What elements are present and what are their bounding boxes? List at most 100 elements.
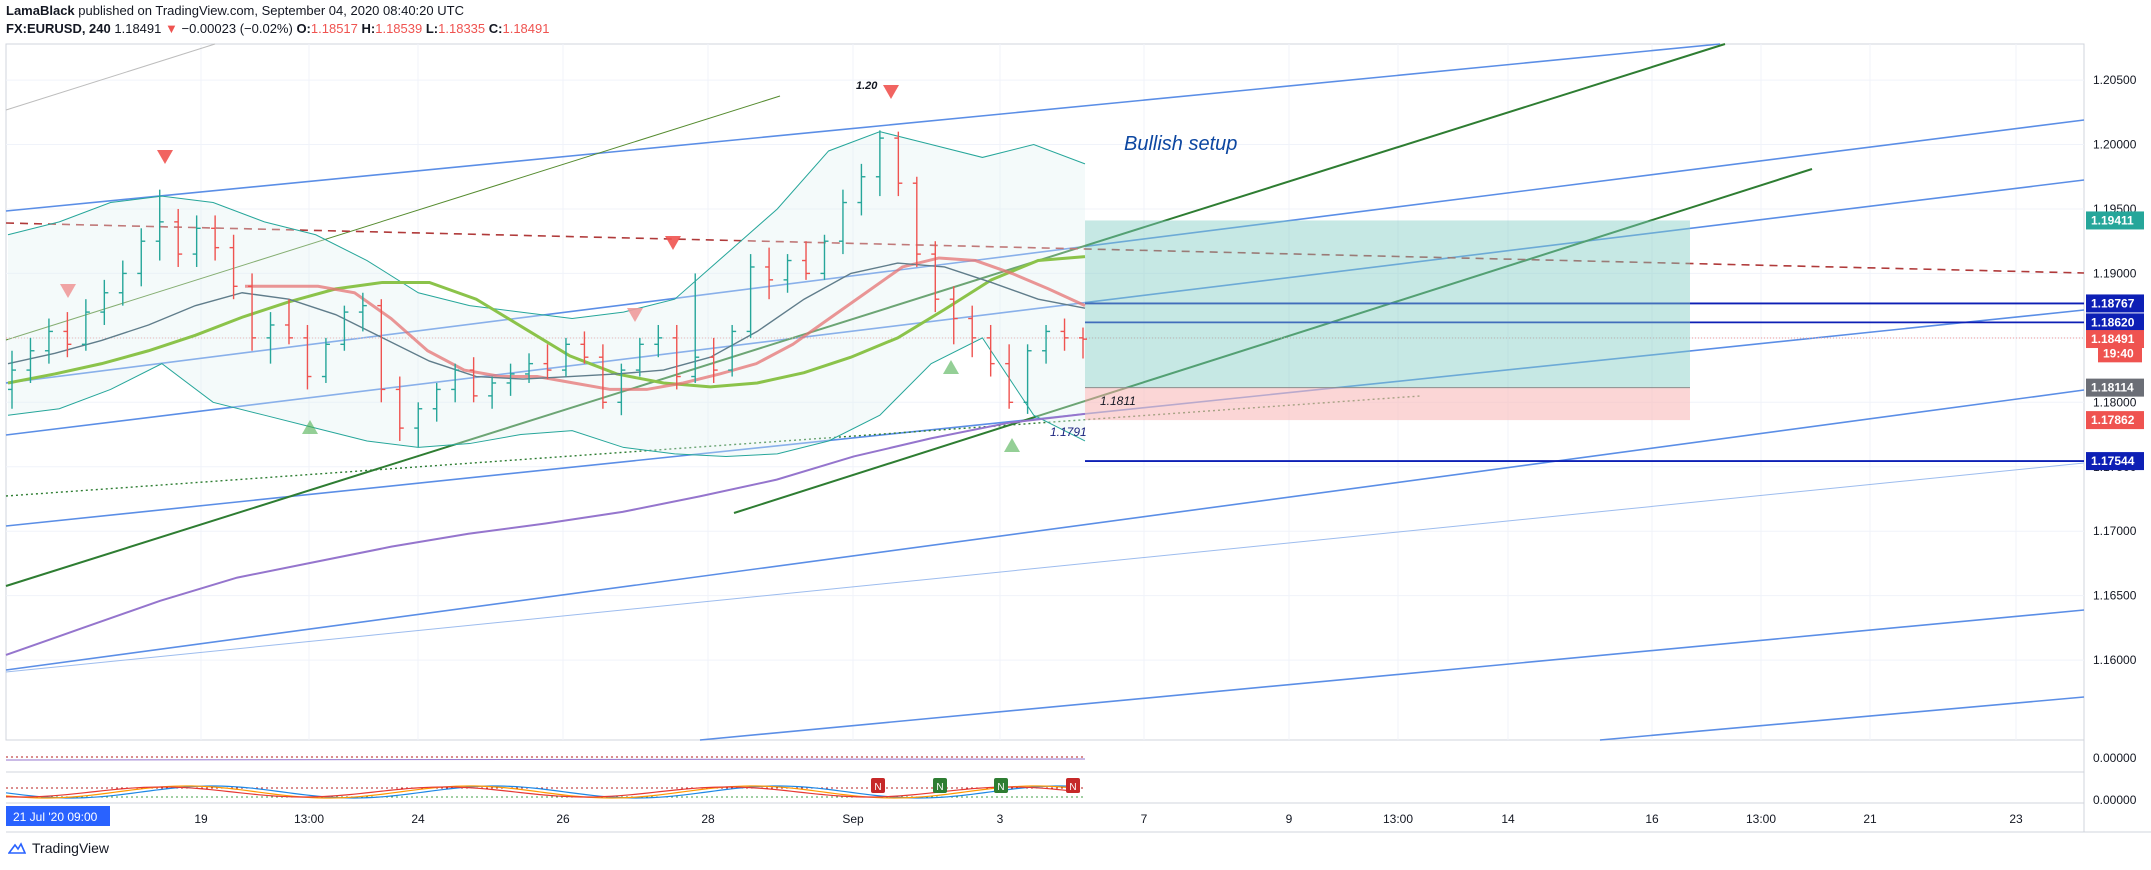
signal-badge-letter: N [874,782,881,793]
price-level-tag-label: 1.17862 [2091,413,2135,427]
price-tick-label: 1.20500 [2093,73,2137,87]
sell-arrow-icon [157,150,173,164]
trend-line-thin [5,95,781,341]
moving-average-gray [7,262,1086,380]
price-tick-label: 1.17000 [2093,524,2137,538]
channel-line [5,119,2085,384]
close-value: 1.18491 [502,21,550,36]
symbol-line: FX:EURUSD, 240 1.18491 ▼ −0.00023 (−0.02… [6,20,549,38]
channel-line [5,43,1721,212]
peak-label: 1.20 [856,80,878,92]
sell-arrow-icon [60,284,76,298]
time-tick-label: 14 [1501,812,1515,826]
publish-line: LamaBlack published on TradingView.com, … [6,2,464,20]
chart-annotations: Bullish setup 1.20 1.1811 1.1791 [856,80,1237,439]
signal-badge-letter: N [936,782,943,793]
open-label: O: [296,21,311,36]
sell-arrow-icon [627,308,643,322]
low-value: 1.18335 [438,21,486,36]
oscillator-tick-label: 0.00000 [2093,793,2137,807]
signal-badge [994,778,1008,793]
time-tick-label: 19 [194,812,208,826]
footer-brand[interactable]: TradingView [8,840,109,856]
time-tick-label: 13:00 [1383,812,1413,826]
price-tick-label: 1.19000 [2093,266,2137,280]
signal-badge [871,778,885,793]
published-text: published on TradingView.com, September … [78,3,464,18]
bullish-setup-text: Bullish setup [1124,133,1237,155]
price-level-tag-label: 1.18491 [2091,332,2135,346]
price-level-tag [2086,411,2144,430]
channel-line [699,609,2085,741]
tradingview-logo-icon [8,842,26,854]
time-tick-label: 23 [2009,812,2023,826]
moving-average-purple [5,412,1086,656]
moving-average-green [7,255,1086,389]
author-name[interactable]: LamaBlack [6,3,75,18]
oscillator-line-2 [5,758,1086,761]
time-axis[interactable]: 19 13:00 24 26 28 Sep 3 7 9 13:00 14 16 13:00 21 23 21 … [6,806,2023,826]
signal-badge-letter: N [997,782,1004,793]
gridlines [6,44,2084,740]
bollinger-upper-line [7,131,1086,320]
high-label: H: [361,21,376,36]
price-axis[interactable]: 1.205001.200001.195001.190001.185001.180… [2086,73,2144,807]
price-change: −0.00023 (−0.02%) [181,21,293,36]
target-zone [1085,220,1690,388]
bollinger-lower-line [7,337,1086,457]
moving-average-red [245,256,1086,391]
price-level-tag-label: 1.18620 [2091,315,2135,329]
brand-label: TradingView [32,840,110,856]
price-level-tag [2086,294,2144,313]
oscillator-wave-red [5,786,1081,798]
low-label: L: [425,21,439,36]
time-tick-label: 28 [701,812,715,826]
oscillator-tick-label: 0.00000 [2093,751,2137,765]
sell-arrow-icon [883,85,899,99]
price-level-tag [2086,330,2144,349]
time-tick-label: 9 [1286,812,1293,826]
channel-line-light [5,462,2085,673]
indicator-overlays [5,131,1086,656]
entry-price-label: 1.1811 [1100,394,1136,408]
sell-arrow-icon [665,236,681,250]
symbol-label[interactable]: FX:EURUSD, 240 [6,21,111,36]
channel-line [5,389,2085,671]
low-price-label: 1.1791 [1050,425,1087,439]
oscillator-wave-orange [5,785,1081,799]
price-level-tag [2086,211,2144,230]
price-level-tag-label: 1.18114 [2091,381,2134,395]
last-price: 1.18491 [114,21,162,36]
open-value: 1.18517 [310,21,358,36]
time-tick-label: Sep [842,812,864,826]
price-level-tag-label: 1.18767 [2091,296,2135,310]
time-tick-label: 21 [1863,812,1877,826]
price-level-tag-label: 19:40 [2103,346,2134,360]
resistance-line-dashed [5,222,2085,274]
time-tick-label: 26 [556,812,570,826]
price-level-tag [2086,452,2144,471]
crosshair-time-box [6,806,110,826]
bollinger-band-fill [8,131,1085,457]
price-level-tag [2086,313,2144,332]
signal-badge [933,778,947,793]
price-level-tag [2086,378,2144,397]
buy-arrow-icon [302,420,318,434]
time-tick-label: 13:00 [1746,812,1776,826]
price-tick-label: 1.16500 [2093,589,2137,603]
crosshair-time-label: 21 Jul '20 09:00 [13,810,98,824]
trend-line-major [5,43,1726,587]
price-tick-label: 1.16000 [2093,653,2137,667]
position-zones[interactable] [1085,220,1690,421]
stop-zone [1085,387,1690,421]
high-value: 1.18539 [375,21,423,36]
signal-badge-letter: N [1069,782,1076,793]
time-tick-label: 7 [1141,812,1148,826]
price-level-tag-label: 1.19411 [2091,213,2134,227]
buy-arrow-icon [1004,438,1020,452]
buy-arrow-icon [943,360,959,374]
price-level-tag-label: 1.17544 [2091,454,2135,468]
time-tick-label: 16 [1645,812,1659,826]
